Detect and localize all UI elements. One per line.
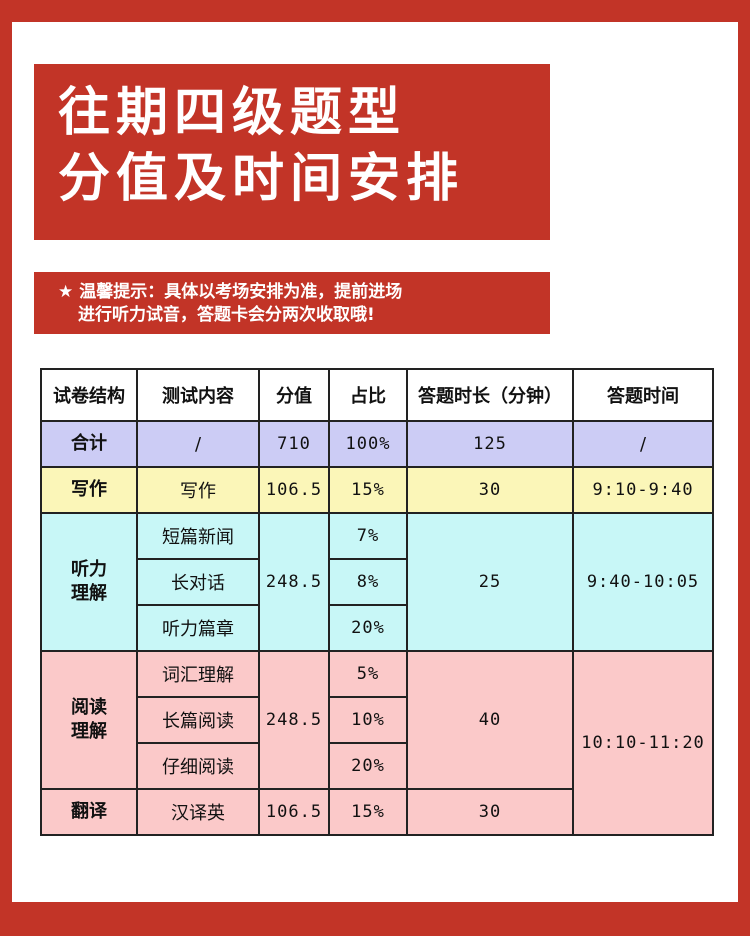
content-cell: 听力篇章 <box>136 604 260 652</box>
section-cell: 阅读 理解 <box>40 650 138 790</box>
page-title: 往期四级题型 分值及时间安排 <box>34 64 550 240</box>
content-cell: / <box>136 420 260 468</box>
content-cell: 词汇理解 <box>136 650 260 698</box>
table-row-translation: 翻译 汉译英 106.5 15% 30 <box>40 788 713 836</box>
duration-cell: 25 <box>406 512 574 652</box>
time-cell: / <box>572 420 714 468</box>
ratio-cell: 5% <box>328 650 408 698</box>
section-label-line: 听力 <box>71 559 107 580</box>
score-cell: 106.5 <box>258 788 330 836</box>
table-row-writing: 写作 写作 106.5 15% 30 9:10-9:40 <box>40 466 714 514</box>
duration-cell: 30 <box>406 788 574 836</box>
tip-text-1: 温馨提示：具体以考场安排为准，提前进场 <box>79 282 403 302</box>
time-cell: 10:10-11:20 <box>572 650 714 836</box>
ratio-cell: 7% <box>328 512 408 560</box>
section-label-line: 阅读 <box>71 697 107 718</box>
score-cell: 248.5 <box>258 512 330 652</box>
section-label-line: 理解 <box>71 721 107 742</box>
tip-line-1: ★ 温馨提示：具体以考场安排为准，提前进场 <box>58 281 550 304</box>
table-header-row: 试卷结构 测试内容 分值 占比 答题时长（分钟） 答题时间 <box>40 368 714 422</box>
score-cell: 248.5 <box>258 650 330 790</box>
table-row-reading: 仔细阅读 20% <box>41 742 713 790</box>
header-cell: 答题时长（分钟） <box>406 368 574 422</box>
section-cell: 合计 <box>40 420 138 468</box>
header-cell: 分值 <box>258 368 330 422</box>
ratio-cell: 20% <box>328 604 408 652</box>
exam-schedule-table: 试卷结构 测试内容 分值 占比 答题时长（分钟） 答题时间 合计 / 710 1… <box>40 368 714 836</box>
tip-banner: ★ 温馨提示：具体以考场安排为准，提前进场 进行听力试音，答题卡会分两次收取哦! <box>34 272 550 334</box>
content-cell: 短篇新闻 <box>136 512 260 560</box>
content-cell: 写作 <box>136 466 260 514</box>
title-line-2: 分值及时间安排 <box>58 149 465 209</box>
header-cell: 试卷结构 <box>40 368 138 422</box>
section-cell: 翻译 <box>40 788 138 836</box>
section-label-line: 理解 <box>71 583 107 604</box>
table-row-listening: 听力篇章 20% <box>41 604 713 652</box>
duration-cell: 40 <box>406 650 574 790</box>
table-row-listening: 长对话 8% <box>41 558 713 606</box>
time-cell: 9:10-9:40 <box>572 466 714 514</box>
header-cell: 测试内容 <box>136 368 260 422</box>
ratio-cell: 20% <box>328 742 408 790</box>
table-row-listening: 听力 理解 短篇新闻 248.5 7% 25 9:40-10:05 <box>40 512 714 652</box>
ratio-cell: 8% <box>328 558 408 606</box>
table-row-reading: 长篇阅读 10% <box>41 696 713 744</box>
table-row-reading: 阅读 理解 词汇理解 248.5 5% 40 10:10-11:20 <box>40 650 714 836</box>
duration-cell: 30 <box>406 466 574 514</box>
score-cell: 710 <box>258 420 330 468</box>
header-cell: 占比 <box>328 368 408 422</box>
section-cell: 写作 <box>40 466 138 514</box>
section-cell: 听力 理解 <box>40 512 138 652</box>
content-cell: 仔细阅读 <box>136 742 260 790</box>
star-icon: ★ <box>58 282 74 302</box>
header-cell: 答题时间 <box>572 368 714 422</box>
tip-line-2: 进行听力试音，答题卡会分两次收取哦! <box>78 305 375 325</box>
title-line-1: 往期四级题型 <box>58 83 407 143</box>
ratio-cell: 15% <box>328 788 408 836</box>
score-cell: 106.5 <box>258 466 330 514</box>
ratio-cell: 100% <box>328 420 408 468</box>
ratio-cell: 10% <box>328 696 408 744</box>
content-cell: 长篇阅读 <box>136 696 260 744</box>
content-cell: 长对话 <box>136 558 260 606</box>
time-cell: 9:40-10:05 <box>572 512 714 652</box>
duration-cell: 125 <box>406 420 574 468</box>
content-cell: 汉译英 <box>136 788 260 836</box>
table-row-total: 合计 / 710 100% 125 / <box>40 420 714 468</box>
ratio-cell: 15% <box>328 466 408 514</box>
